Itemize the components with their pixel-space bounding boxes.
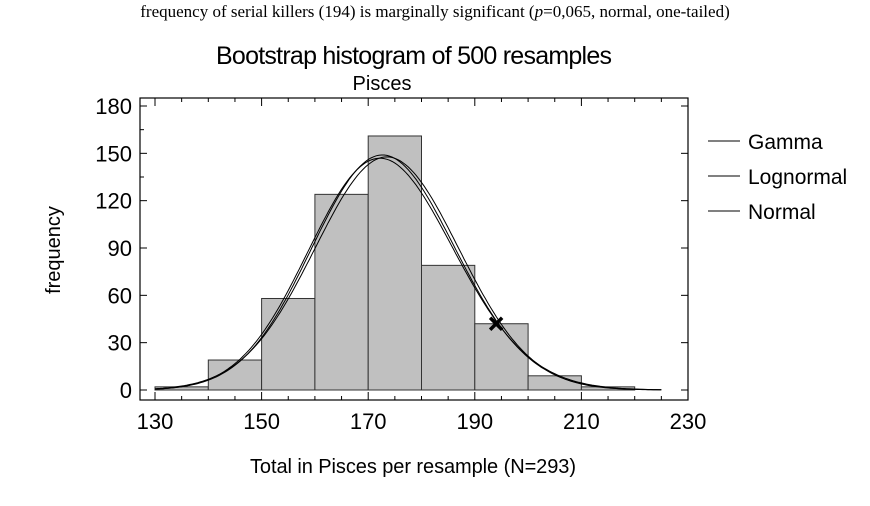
y-tick-label: 120	[95, 189, 132, 214]
histogram-bar	[261, 297, 316, 391]
x-tick-label: 170	[350, 409, 387, 434]
y-tick-label: 90	[108, 236, 132, 261]
legend-label: Normal	[748, 201, 816, 224]
y-tick-label: 150	[95, 141, 132, 166]
x-tick-label: 190	[456, 409, 493, 434]
legend-label: Gamma	[748, 131, 823, 154]
histogram-bar	[527, 375, 582, 391]
histogram-bar	[421, 264, 476, 391]
x-axis-label: Total in Pisces per resample (N=293)	[250, 456, 576, 478]
y-tick-label: 0	[120, 378, 132, 403]
caption-p: p	[534, 2, 544, 21]
chart-title: Bootstrap histogram of 500 resamples	[216, 42, 612, 70]
fit-curve-normal	[154, 156, 662, 391]
caption-text-end: =0,065, normal, one-tailed)	[543, 2, 730, 21]
fit-curve-lognormal	[154, 157, 662, 391]
y-tick-label: 180	[95, 94, 132, 119]
x-tick-label: 230	[670, 409, 707, 434]
plot-frame	[139, 97, 689, 401]
legend-label: Lognormal	[748, 166, 847, 189]
y-tick-label: 60	[108, 283, 132, 308]
x-tick-label: 130	[137, 409, 174, 434]
caption-text: frequency of serial killers (194) is mar…	[140, 2, 535, 21]
histogram-bar	[474, 323, 529, 391]
histogram-bar	[367, 135, 423, 391]
x-tick-label: 150	[243, 409, 280, 434]
chart-subtitle: Pisces	[353, 73, 412, 95]
y-tick-label: 30	[108, 331, 132, 356]
histogram-bar	[314, 193, 369, 391]
observed-value-marker	[488, 316, 504, 331]
x-tick-label: 210	[563, 409, 600, 434]
y-axis-label: frequency	[43, 206, 65, 294]
caption: frequency of serial killers (194) is mar…	[0, 2, 870, 22]
